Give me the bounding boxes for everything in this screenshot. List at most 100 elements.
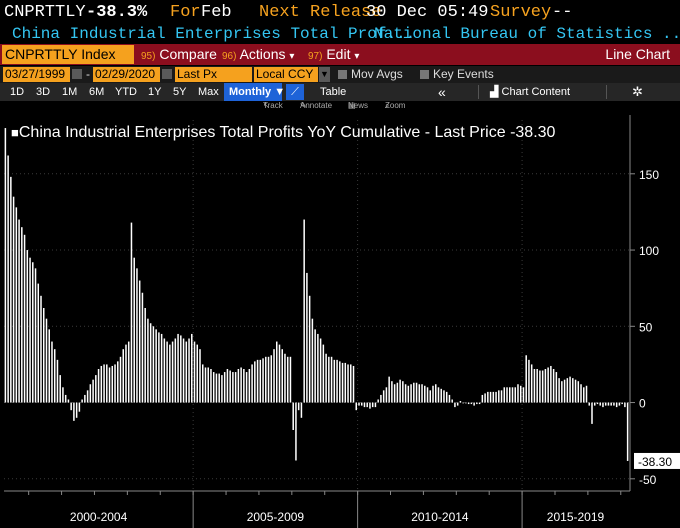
bar	[352, 365, 355, 403]
bar	[478, 402, 481, 405]
key-events-label: Key Events	[433, 67, 494, 81]
period-1y-button[interactable]: 1Y	[148, 86, 162, 98]
bar	[273, 349, 275, 403]
bar	[514, 387, 516, 403]
bar	[300, 402, 303, 418]
bar	[467, 402, 470, 405]
mov-avgs-checkbox[interactable]	[338, 70, 347, 79]
bar	[476, 402, 478, 405]
bar	[92, 379, 94, 403]
bar	[278, 344, 281, 403]
chart-content-button[interactable]: ▟ Chart Content	[490, 83, 570, 101]
bar	[193, 341, 196, 403]
bar	[40, 295, 42, 403]
next-release-label: Next Release	[259, 3, 382, 22]
bar	[445, 391, 448, 403]
chart-bars	[4, 128, 629, 461]
calendar-icon[interactable]	[162, 69, 172, 79]
bar	[511, 387, 514, 403]
bar	[314, 329, 316, 403]
bar	[152, 326, 155, 403]
bar	[34, 268, 37, 403]
bar	[355, 402, 357, 411]
start-date-input[interactable]: 03/27/1999	[3, 67, 70, 82]
bar	[481, 394, 484, 403]
bar	[75, 402, 78, 418]
gear-icon[interactable]: ✲	[632, 84, 643, 99]
survey-label: Survey	[490, 3, 552, 22]
bar-chart[interactable]: 150 100 50 0 -50 -38.30 2000-2004 2005-2009 2010…	[0, 111, 680, 528]
period-max-button[interactable]: Max	[198, 86, 219, 98]
bar	[311, 318, 314, 403]
zoom-label: Zoom	[385, 101, 406, 110]
bar	[385, 387, 388, 403]
security-input[interactable]: CNPRTTLY Index	[2, 45, 134, 64]
security-description-bar: China Industrial Enterprises Total Prof.…	[0, 24, 680, 45]
bar	[484, 393, 486, 403]
bar	[223, 372, 226, 403]
frequency-select[interactable]: Monthly ▼	[224, 83, 285, 101]
bar	[221, 375, 223, 403]
bar	[391, 381, 393, 403]
bar	[191, 333, 193, 403]
bar	[456, 402, 459, 406]
x-group-label: 2000-2004	[70, 510, 128, 524]
bar	[232, 372, 234, 403]
period-ytd-button[interactable]: YTD	[115, 86, 137, 98]
bar	[106, 364, 108, 403]
table-button[interactable]: Table	[320, 86, 347, 98]
currency-select[interactable]: Local CCY	[254, 67, 318, 82]
bar	[23, 234, 26, 403]
bar	[10, 176, 12, 403]
key-events-checkbox[interactable]	[420, 70, 429, 79]
ticker-symbol: CNPRTTLY	[4, 3, 86, 22]
chevron-down-icon[interactable]: ▼	[319, 67, 330, 82]
compare-button[interactable]: 95) Compare	[141, 44, 217, 67]
bar	[552, 369, 555, 403]
collapse-icon[interactable]: «	[438, 84, 446, 100]
next-release-value: 30 Dec 05:49	[366, 3, 489, 22]
bar	[604, 402, 607, 406]
bar	[492, 391, 495, 403]
period-6m-button[interactable]: 6M	[89, 86, 105, 98]
period-1m-button[interactable]: 1M	[62, 86, 78, 98]
bar	[53, 349, 56, 403]
bar	[78, 402, 81, 412]
bar	[119, 356, 122, 403]
bar	[541, 370, 544, 403]
data-source[interactable]: National Bureau of Statistics ...	[374, 25, 680, 43]
bar	[284, 353, 286, 403]
period-3d-button[interactable]: 3D	[36, 86, 51, 98]
bar	[289, 356, 292, 403]
period-5y-button[interactable]: 5Y	[173, 86, 187, 98]
period-1d-button[interactable]: 1D	[10, 86, 25, 98]
bar	[369, 402, 371, 409]
bar	[7, 155, 9, 403]
bar	[169, 344, 171, 403]
bar	[413, 382, 415, 403]
bar	[103, 364, 105, 403]
bar	[624, 402, 626, 408]
actions-menu-button[interactable]: 96) Actions ▾	[222, 44, 294, 67]
last-value: -38.3%	[86, 3, 148, 22]
line-chart-icon[interactable]: ⟋	[286, 84, 304, 100]
bar	[265, 356, 267, 403]
security-header-bar: CNPRTTLY -38.3% For Feb Next Release 30 …	[0, 0, 680, 26]
bar	[251, 364, 253, 403]
bar	[171, 341, 174, 403]
bar	[539, 370, 541, 403]
calendar-icon[interactable]	[72, 69, 82, 79]
security-description[interactable]: China Industrial Enterprises Total Prof.…	[12, 25, 416, 43]
bar	[70, 402, 72, 411]
edit-label: Edit	[326, 46, 351, 62]
bar	[621, 402, 623, 405]
bar	[487, 391, 489, 403]
end-date-input[interactable]: 02/29/2020	[93, 67, 160, 82]
edit-menu-button[interactable]: 97) Edit ▾	[308, 44, 359, 67]
bar	[393, 384, 396, 403]
separator	[478, 85, 479, 99]
chart-axes: 150 100 50 0 -50 -38.30 2000-2004 2005-2009 2010…	[4, 115, 680, 528]
bar	[451, 399, 453, 403]
field-select[interactable]: Last Px	[175, 67, 252, 82]
zoom-icon: ⌕	[385, 101, 390, 110]
